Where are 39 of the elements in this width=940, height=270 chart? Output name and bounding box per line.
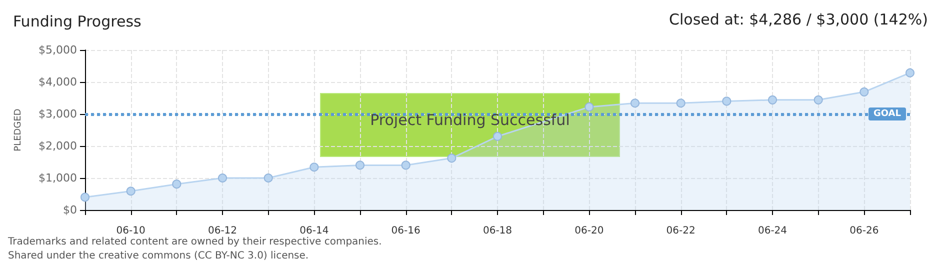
point <box>493 132 502 141</box>
y-tick-label: $1,000 <box>38 172 77 184</box>
point <box>676 98 686 108</box>
x-tick-label: 06-26 <box>850 226 879 236</box>
y-tick-label: $5,000 <box>38 44 77 56</box>
point <box>447 154 456 163</box>
x-tick-label: 06-22 <box>666 226 696 236</box>
y-tick-label: $0 <box>63 204 77 216</box>
y-axis-title: PLEDGED <box>14 108 24 152</box>
chart-title: Funding Progress <box>13 12 142 30</box>
point <box>906 68 914 78</box>
point <box>401 160 410 170</box>
x-tick-label: 06-16 <box>391 226 420 236</box>
point <box>356 160 364 170</box>
point <box>630 98 640 108</box>
ref-line-label: GOAL <box>874 109 902 119</box>
point <box>218 174 227 182</box>
point <box>722 96 732 106</box>
y-tick-label: $4,000 <box>38 76 77 88</box>
text: Shared under the creative commons (CC BY-NC 3.0) license. <box>8 250 309 262</box>
point <box>860 87 869 96</box>
x-tick-label: 06-12 <box>208 226 238 236</box>
point <box>172 180 182 189</box>
point <box>126 186 136 196</box>
point <box>814 95 823 104</box>
point <box>310 162 319 172</box>
x-tick-label: 06-18 <box>482 226 512 236</box>
text: Trademarks and related content are owned by their respective companies. <box>7 236 382 248</box>
x-tick-label: 06-14 <box>300 226 329 236</box>
x-tick-label: 06-24 <box>758 226 788 236</box>
y-tick-label: $3,000 <box>38 108 77 120</box>
x-tick-label: 06-10 <box>116 226 146 236</box>
point <box>584 102 594 112</box>
x-tick-label: 06-20 <box>574 226 604 236</box>
y-tick-label: $2,000 <box>38 140 77 152</box>
text: Closed at: $4,286 / $3,000 (142%) <box>669 10 928 28</box>
point <box>768 95 777 104</box>
point <box>80 192 90 202</box>
point <box>264 174 273 182</box>
